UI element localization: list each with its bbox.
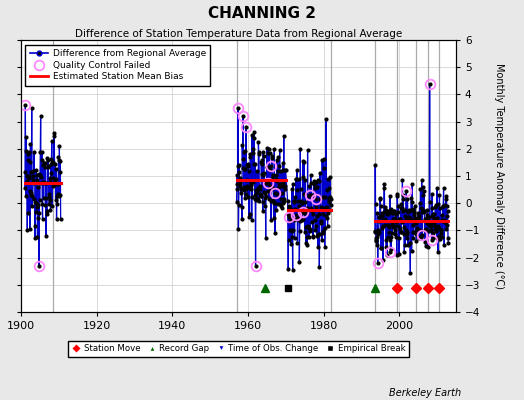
- Text: Berkeley Earth: Berkeley Earth: [389, 388, 461, 398]
- Y-axis label: Monthly Temperature Anomaly Difference (°C): Monthly Temperature Anomaly Difference (…: [494, 63, 504, 289]
- Text: CHANNING 2: CHANNING 2: [208, 6, 316, 21]
- Legend: Station Move, Record Gap, Time of Obs. Change, Empirical Break: Station Move, Record Gap, Time of Obs. C…: [68, 341, 409, 357]
- Title: Difference of Station Temperature Data from Regional Average: Difference of Station Temperature Data f…: [75, 29, 402, 39]
